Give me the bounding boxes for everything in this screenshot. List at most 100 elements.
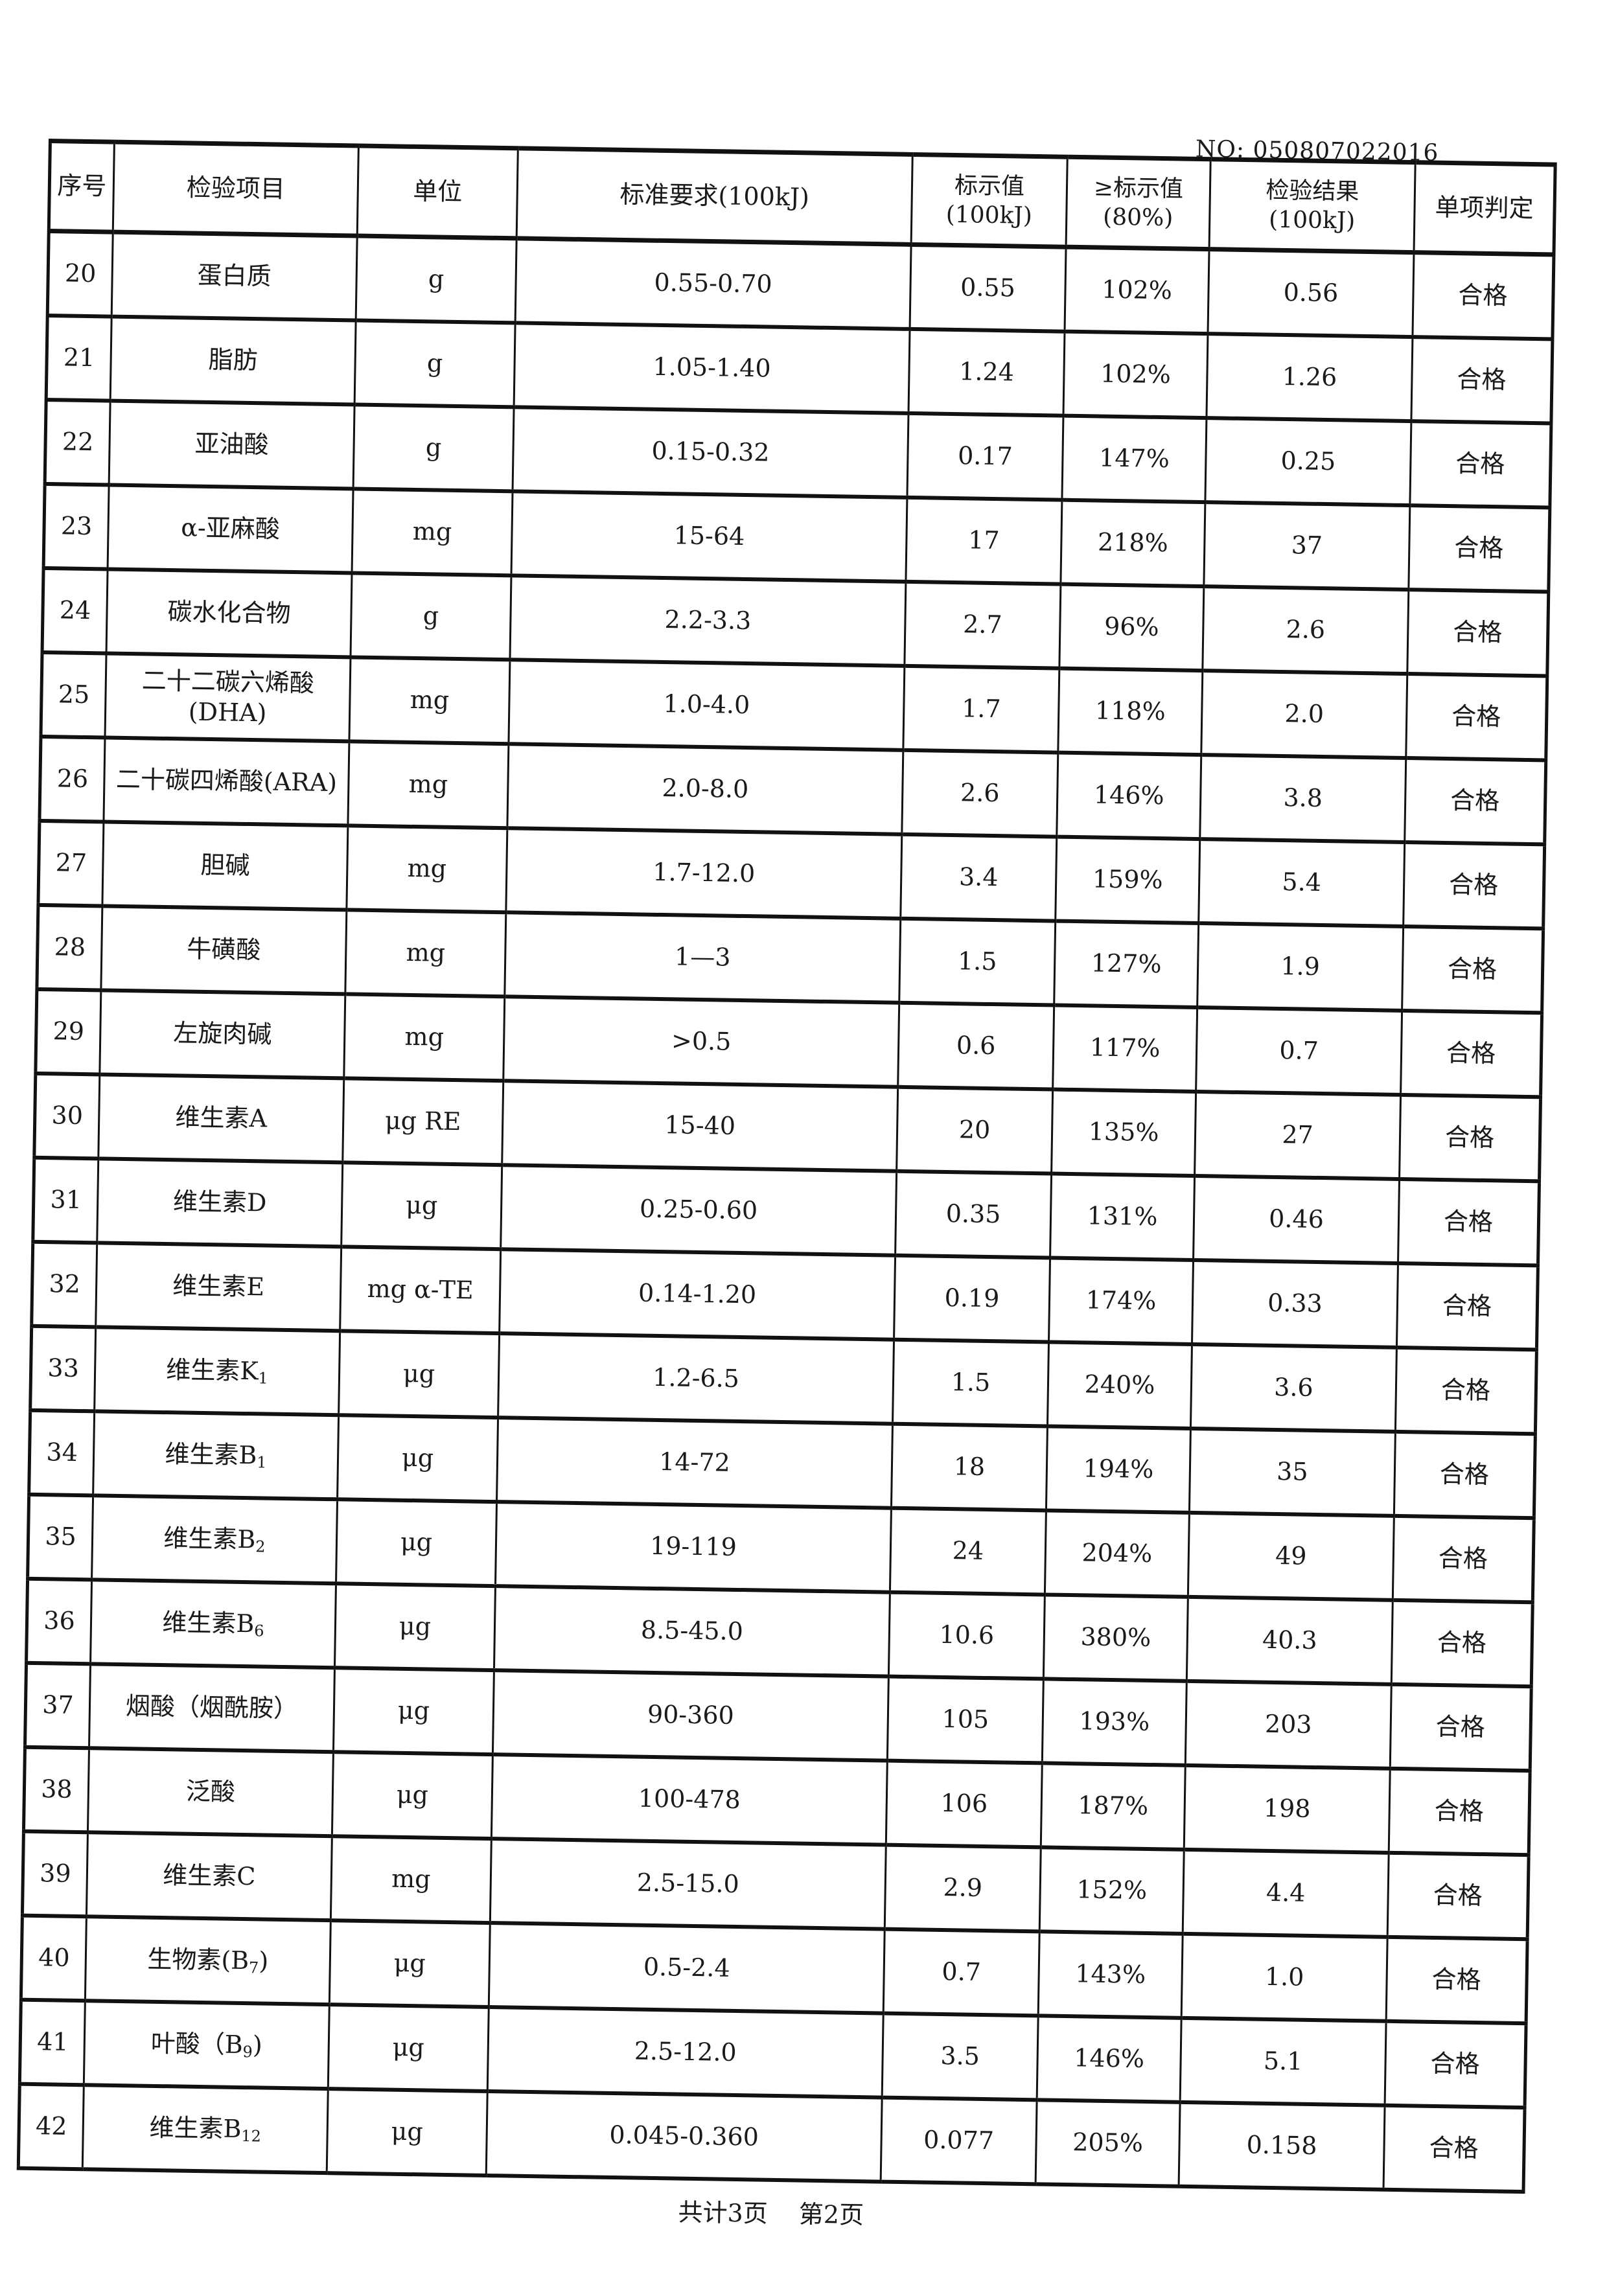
standard-requirement: 1.0-4.0 — [508, 660, 905, 750]
item-subscript: 12 — [241, 2126, 262, 2146]
row-number: 35 — [27, 1494, 93, 1580]
label-value: 17 — [905, 497, 1062, 584]
unit: μg — [337, 1415, 498, 1502]
label-value: 2.9 — [884, 1844, 1041, 1932]
unit: μg — [338, 1331, 500, 1418]
standard-requirement: 0.55-0.70 — [515, 238, 912, 329]
row-number: 38 — [23, 1747, 89, 1833]
verdict: 合格 — [1389, 1768, 1531, 1855]
header-no: 序号 — [49, 141, 115, 233]
row-number: 28 — [36, 904, 102, 991]
item-label: 维生素K — [165, 1355, 259, 1385]
item-name: 蛋白质 — [111, 232, 358, 321]
test-result: 0.56 — [1207, 249, 1415, 338]
label-value: 3.4 — [900, 834, 1057, 921]
row-number: 30 — [34, 1073, 100, 1159]
unit: mg — [349, 657, 510, 744]
header-pct: ≥标示值 (80%) — [1066, 157, 1211, 249]
standard-requirement: 0.045-0.360 — [486, 2091, 883, 2182]
item-subscript: 1 — [258, 1368, 269, 1388]
item-name: α-亚麻酸 — [108, 485, 354, 573]
unit: mg — [330, 1836, 492, 1923]
item-label: 生物素(B — [147, 1944, 249, 1975]
verdict: 合格 — [1402, 926, 1543, 1013]
percent-of-label: 187% — [1041, 1763, 1186, 1850]
item-suffix: ) — [252, 2030, 263, 2060]
item-label: 胆碱 — [200, 851, 250, 880]
unit: g — [350, 573, 511, 660]
label-value: 0.17 — [907, 413, 1063, 500]
test-result: 5.4 — [1198, 839, 1405, 926]
standard-requirement: 14-72 — [496, 1418, 893, 1508]
item-label: 烟酸（烟酰胺） — [125, 1692, 299, 1723]
header-standard: 标准要求(100kJ) — [516, 148, 913, 245]
verdict: 合格 — [1399, 1094, 1541, 1182]
test-result: 40.3 — [1186, 1596, 1393, 1684]
test-result: 0.33 — [1192, 1259, 1398, 1348]
test-result: 1.9 — [1197, 923, 1404, 1011]
percent-of-label: 218% — [1060, 499, 1205, 587]
standard-requirement: 2.5-12.0 — [487, 2007, 884, 2098]
unit: μg — [333, 1668, 494, 1755]
item-label: 维生素C — [163, 1861, 256, 1891]
standard-requirement: 1.05-1.40 — [514, 323, 910, 413]
unit: g — [353, 404, 514, 492]
percent-of-label: 147% — [1061, 415, 1207, 503]
row-number: 39 — [22, 1831, 88, 1917]
percent-of-label: 205% — [1035, 2100, 1181, 2187]
item-name: 脂肪 — [110, 316, 356, 405]
label-value: 0.35 — [895, 1171, 1052, 1258]
standard-requirement: 1.2-6.5 — [498, 1333, 894, 1424]
item-label: 维生素E — [172, 1271, 265, 1302]
percent-of-label: 146% — [1037, 2015, 1182, 2102]
percent-of-label: 118% — [1058, 668, 1203, 755]
item-subscript: 7 — [248, 1958, 259, 1977]
header-label-value: 标示值 (100kJ) — [911, 154, 1068, 247]
label-value: 1.5 — [899, 918, 1056, 1005]
item-name: 维生素K1 — [94, 1327, 340, 1416]
verdict: 合格 — [1411, 337, 1553, 424]
test-result: 2.0 — [1201, 671, 1407, 759]
row-number: 41 — [19, 1999, 86, 2085]
percent-of-label: 159% — [1055, 836, 1200, 924]
item-name: 牛磺酸 — [100, 906, 347, 994]
label-value: 105 — [887, 1676, 1044, 1763]
row-number: 25 — [41, 652, 107, 738]
unit: μg — [329, 1920, 491, 2008]
standard-requirement: 90-360 — [492, 1670, 889, 1761]
standard-requirement: 100-478 — [491, 1754, 888, 1845]
header-verdict: 单项判定 — [1414, 162, 1556, 255]
label-value: 20 — [896, 1086, 1053, 1174]
row-number: 20 — [47, 231, 113, 317]
item-name: 维生素B6 — [90, 1579, 336, 1668]
test-result: 35 — [1189, 1428, 1396, 1516]
row-number: 32 — [31, 1241, 97, 1327]
percent-of-label: 152% — [1039, 1847, 1185, 1934]
item-label: 维生素B — [165, 1439, 257, 1469]
verdict: 合格 — [1408, 505, 1550, 592]
test-result: 2.6 — [1202, 586, 1409, 674]
percent-of-label: 174% — [1048, 1257, 1194, 1344]
unit: μg — [334, 1583, 496, 1671]
verdict: 合格 — [1396, 1263, 1538, 1350]
item-name: 维生素B12 — [82, 2085, 329, 2174]
standard-requirement: 8.5-45.0 — [494, 1586, 890, 1677]
test-result: 203 — [1185, 1681, 1392, 1769]
label-value: 106 — [886, 1760, 1043, 1848]
item-label: 二十碳四烯酸(ARA) — [115, 765, 338, 798]
verdict: 合格 — [1394, 1431, 1536, 1519]
item-name: 维生素B1 — [93, 1411, 339, 1500]
item-label: 维生素B — [149, 2113, 242, 2143]
verdict: 合格 — [1391, 1600, 1533, 1687]
standard-requirement: 2.0-8.0 — [507, 744, 903, 834]
percent-of-label: 117% — [1052, 1005, 1197, 1092]
item-subscript: 9 — [242, 2042, 253, 2061]
item-name: 左旋肉碱 — [99, 990, 345, 1079]
row-number: 24 — [42, 568, 108, 654]
standard-requirement: 0.5-2.4 — [489, 1923, 885, 2014]
verdict: 合格 — [1403, 842, 1545, 929]
row-number: 21 — [46, 316, 112, 401]
total-pages: 共计3页 — [678, 2198, 769, 2228]
item-label: 脂肪 — [208, 345, 259, 375]
row-number: 40 — [21, 1915, 87, 2001]
